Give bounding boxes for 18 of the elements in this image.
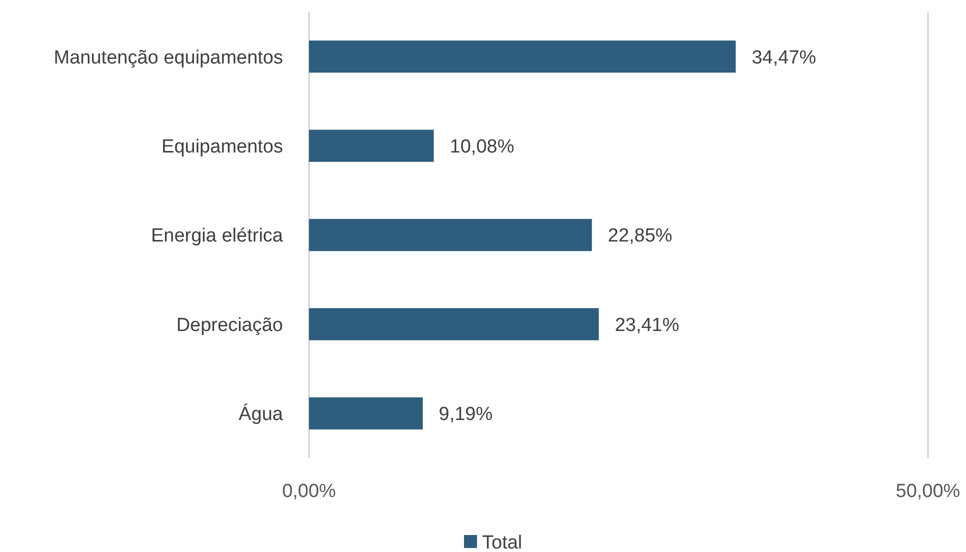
y-tick-label: Água — [238, 403, 284, 426]
bar — [309, 308, 599, 340]
x-tick-label: 50,00% — [896, 481, 960, 502]
bar — [309, 40, 736, 73]
text: 22,85% — [608, 226, 672, 247]
y-tick-label: Depreciação — [176, 314, 283, 336]
legend-label: Total — [482, 532, 522, 552]
bar — [309, 130, 434, 162]
text: 23,41% — [614, 314, 680, 336]
x-tick-label: 0,00% — [282, 481, 336, 502]
bar — [309, 218, 592, 252]
text: 10,08% — [450, 136, 514, 158]
y-tick-label: Energia elétrica — [150, 226, 284, 247]
text: 9,19% — [438, 404, 493, 426]
y-tick-label: Manutenção equipamentos — [54, 47, 283, 68]
text: 34,47% — [752, 47, 816, 68]
y-tick-label: Equipamentos — [162, 136, 283, 158]
bar — [309, 397, 423, 430]
